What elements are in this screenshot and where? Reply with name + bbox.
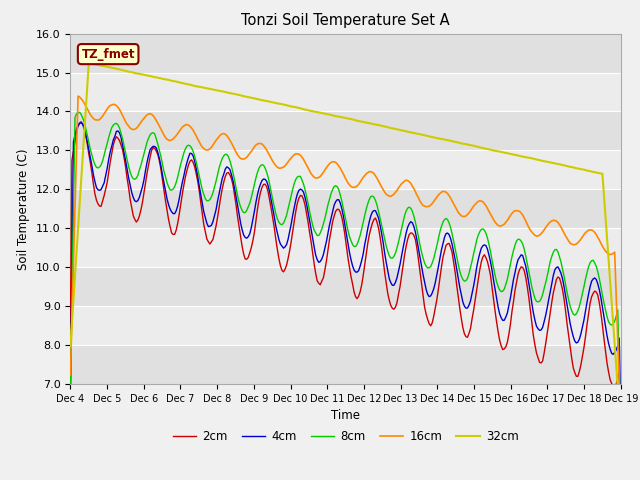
8cm [136, 167, 143, 173]
2cm [136, 213, 143, 219]
8cm [617, 429, 625, 434]
4cm [250, 209, 258, 215]
Line: 8cm: 8cm [70, 112, 621, 432]
8cm [76, 109, 83, 115]
Bar [70, 150, 621, 189]
8cm [588, 258, 595, 264]
Line: 4cm: 4cm [70, 122, 621, 428]
4cm [67, 400, 74, 406]
Bar [70, 72, 621, 111]
Bar [70, 228, 621, 267]
2cm [308, 250, 316, 256]
8cm [260, 162, 268, 168]
2cm [588, 294, 595, 300]
4cm [77, 119, 85, 125]
2cm [67, 326, 74, 332]
16cm [250, 144, 258, 150]
32cm [588, 168, 595, 174]
Text: TZ_fmet: TZ_fmet [81, 48, 135, 60]
Bar [70, 306, 621, 345]
2cm [232, 202, 240, 207]
32cm [617, 426, 625, 432]
Bar [70, 34, 621, 72]
32cm [232, 91, 240, 97]
16cm [617, 425, 625, 431]
Y-axis label: Soil Temperature (C): Soil Temperature (C) [17, 148, 30, 270]
Line: 16cm: 16cm [70, 96, 621, 428]
16cm [308, 173, 316, 179]
32cm [260, 97, 268, 103]
32cm [250, 96, 258, 101]
8cm [308, 222, 316, 228]
2cm [260, 181, 268, 187]
32cm [136, 71, 143, 77]
4cm [588, 278, 595, 284]
8cm [250, 181, 258, 187]
Bar [70, 267, 621, 306]
Title: Tonzi Soil Temperature Set A: Tonzi Soil Temperature Set A [241, 13, 450, 28]
Bar [70, 189, 621, 228]
Line: 32cm: 32cm [70, 63, 621, 429]
32cm [308, 108, 316, 114]
4cm [136, 194, 143, 200]
8cm [67, 387, 74, 393]
16cm [136, 121, 143, 127]
2cm [617, 478, 625, 480]
Bar [70, 111, 621, 150]
Bar [70, 345, 621, 384]
16cm [74, 93, 82, 99]
X-axis label: Time: Time [331, 409, 360, 422]
8cm [232, 185, 240, 191]
32cm [67, 344, 74, 349]
4cm [260, 176, 268, 182]
2cm [77, 120, 85, 126]
16cm [260, 143, 268, 148]
2cm [250, 229, 258, 235]
16cm [588, 227, 595, 233]
32cm [85, 60, 93, 66]
4cm [617, 425, 625, 431]
16cm [232, 149, 240, 155]
4cm [232, 193, 240, 199]
16cm [67, 372, 74, 378]
4cm [308, 235, 316, 241]
Line: 2cm: 2cm [70, 123, 621, 480]
Legend: 2cm, 4cm, 8cm, 16cm, 32cm: 2cm, 4cm, 8cm, 16cm, 32cm [168, 426, 524, 448]
